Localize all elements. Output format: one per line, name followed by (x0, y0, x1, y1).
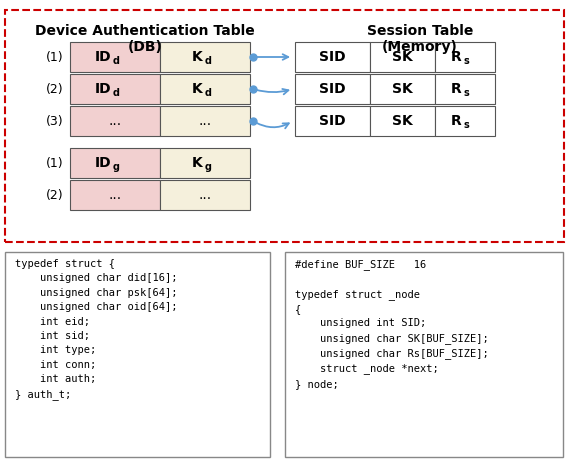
Text: K: K (192, 50, 203, 64)
Text: Session Table
(Memory): Session Table (Memory) (367, 24, 473, 54)
FancyBboxPatch shape (70, 180, 160, 210)
FancyBboxPatch shape (285, 252, 563, 457)
FancyBboxPatch shape (70, 74, 160, 104)
FancyBboxPatch shape (70, 148, 160, 178)
FancyBboxPatch shape (370, 106, 435, 136)
Text: s: s (464, 120, 470, 130)
Text: ...: ... (109, 114, 122, 128)
FancyBboxPatch shape (5, 252, 270, 457)
FancyBboxPatch shape (295, 74, 370, 104)
FancyBboxPatch shape (435, 106, 495, 136)
Text: R: R (451, 82, 462, 96)
Text: (2): (2) (46, 83, 64, 96)
Text: K: K (192, 156, 203, 170)
Text: (1): (1) (46, 50, 64, 63)
Text: d: d (205, 88, 212, 98)
Text: (3): (3) (46, 115, 64, 128)
Text: SK: SK (392, 50, 413, 64)
Text: R: R (451, 50, 462, 64)
Text: SID: SID (319, 50, 346, 64)
FancyBboxPatch shape (435, 42, 495, 72)
FancyBboxPatch shape (160, 148, 250, 178)
FancyBboxPatch shape (160, 180, 250, 210)
FancyBboxPatch shape (70, 42, 160, 72)
Text: typedef struct {
    unsigned char did[16];
    unsigned char psk[64];
    unsig: typedef struct { unsigned char did[16]; … (15, 259, 178, 400)
Text: s: s (464, 56, 470, 66)
Text: s: s (464, 88, 470, 98)
Text: g: g (205, 162, 212, 172)
Text: SID: SID (319, 114, 346, 128)
FancyBboxPatch shape (435, 74, 495, 104)
Text: d: d (205, 56, 212, 66)
Text: (2): (2) (46, 188, 64, 201)
FancyBboxPatch shape (160, 42, 250, 72)
Text: ...: ... (199, 188, 212, 202)
FancyBboxPatch shape (370, 74, 435, 104)
Text: d: d (113, 56, 120, 66)
Text: Device Authentication Table
(DB): Device Authentication Table (DB) (35, 24, 255, 54)
FancyBboxPatch shape (295, 42, 370, 72)
Text: g: g (113, 162, 120, 172)
Text: ...: ... (199, 114, 212, 128)
Text: K: K (192, 82, 203, 96)
Text: R: R (451, 114, 462, 128)
Text: ID: ID (94, 50, 111, 64)
FancyBboxPatch shape (295, 106, 370, 136)
Text: (1): (1) (46, 157, 64, 170)
FancyBboxPatch shape (160, 74, 250, 104)
FancyBboxPatch shape (370, 42, 435, 72)
FancyBboxPatch shape (5, 10, 564, 242)
Text: SID: SID (319, 82, 346, 96)
Text: ID: ID (94, 82, 111, 96)
Text: #define BUF_SIZE   16

typedef struct _node
{
    unsigned int SID;
    unsigned: #define BUF_SIZE 16 typedef struct _node… (295, 259, 489, 389)
Text: ID: ID (94, 156, 111, 170)
Text: SK: SK (392, 82, 413, 96)
Text: SK: SK (392, 114, 413, 128)
FancyBboxPatch shape (70, 106, 160, 136)
Text: d: d (113, 88, 120, 98)
FancyBboxPatch shape (160, 106, 250, 136)
Text: ...: ... (109, 188, 122, 202)
